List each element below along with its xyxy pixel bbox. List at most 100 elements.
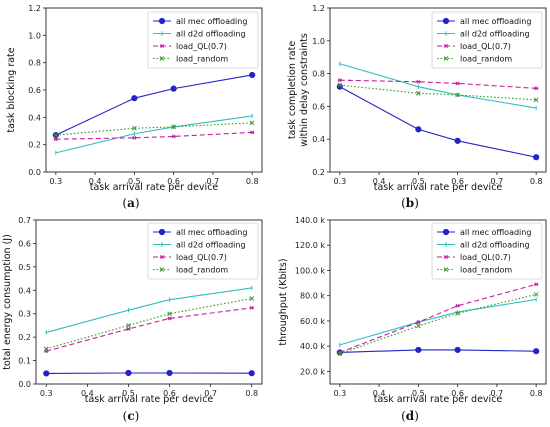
series-mec: [43, 369, 255, 377]
data-point-mec: [454, 137, 461, 144]
x-tick-label: 0.4: [81, 389, 94, 398]
data-point-random: [132, 125, 137, 131]
legend-marker: [159, 44, 165, 48]
series-line-d2d: [46, 287, 252, 333]
y-tick-label: 0.6: [28, 86, 41, 95]
series-line-ql: [339, 283, 537, 353]
legend-marker: [158, 17, 166, 25]
legend-entry-ql: load_QL(0.7): [153, 42, 227, 51]
legend-label: load_QL(0.7): [176, 253, 227, 262]
x-tick-label: 0.3: [49, 177, 62, 186]
series-ql: [53, 130, 255, 142]
legend-entry-random: load_random: [437, 266, 512, 275]
y-tick-label: 0.6: [312, 102, 325, 111]
legend-label: load_QL(0.7): [460, 42, 511, 51]
chart-panel-1: 0.3 0.4 0.5 0.6 0.7 0.8 0.0 0.2 0.4 0.6 0.8 1.0 1.2 t…: [6, 4, 263, 210]
x-tick-label: 0.5: [122, 389, 135, 398]
y-tick-label: 120.0 k: [295, 241, 325, 250]
data-point-ql: [416, 79, 421, 84]
data-point-random: [167, 311, 172, 317]
series-line-mec: [339, 86, 537, 158]
series-d2d: [45, 285, 253, 335]
data-point-ql: [53, 137, 59, 142]
legend-entry-d2d: all d2d offloading: [153, 30, 246, 39]
series-line-mec: [339, 349, 537, 354]
data-point-mec: [43, 370, 50, 377]
data-point-ql: [533, 282, 539, 287]
data-point-mec: [170, 85, 177, 92]
x-tick-label: 0.8: [530, 177, 543, 186]
legend-marker: [443, 255, 449, 259]
y-tick-label: 100.0 k: [295, 266, 325, 275]
series-line-d2d: [339, 298, 537, 346]
data-point-ql: [126, 326, 131, 331]
data-point-ql: [455, 303, 460, 308]
legend-label: all d2d offloading: [176, 241, 246, 250]
legend-label: load_random: [176, 266, 228, 275]
data-point-ql: [132, 135, 137, 140]
data-point-random: [171, 124, 176, 130]
data-point-mec: [415, 346, 422, 354]
y-tick-label: 1.2: [312, 4, 325, 13]
y-tick-label: 0.4: [28, 113, 41, 122]
series-line-mec: [55, 74, 253, 136]
y-tick-label: 40.0 k: [300, 342, 325, 351]
data-point-mec: [533, 154, 540, 161]
y-tick-label: 0.2: [28, 141, 41, 150]
legend-label: load_QL(0.7): [176, 42, 227, 51]
x-tick-label: 0.7: [491, 177, 504, 186]
series-ql: [44, 305, 254, 354]
data-point-ql: [533, 86, 539, 91]
y-tick-label: 20.0 k: [300, 367, 325, 376]
data-point-ql: [249, 305, 254, 310]
data-point-ql: [416, 320, 421, 325]
x-axis-label: task arrival rate per device: [374, 182, 503, 193]
legend-marker: [443, 56, 449, 61]
series-mec: [52, 71, 256, 139]
data-point-mec: [533, 348, 540, 355]
chart-panel-2: 0.3 0.4 0.5 0.6 0.7 0.8 0.2 0.4 0.6 0.8 1.0 1.2 task…: [287, 4, 547, 210]
legend-marker: [159, 255, 165, 259]
y-tick-label: 0.7: [18, 216, 31, 225]
x-tick-label: 0.6: [163, 389, 176, 398]
legend-label: all d2d offloading: [460, 241, 530, 250]
data-point-ql: [249, 130, 255, 135]
legend-marker: [443, 44, 449, 48]
data-point-random: [53, 132, 59, 138]
y-axis-label: throughput (Kbits): [278, 258, 289, 345]
legend-label: all mec offloading: [460, 17, 531, 26]
y-tick-label: 0.8: [28, 59, 41, 68]
y-tick-label: 0.4: [18, 286, 31, 295]
x-tick-label: 0.8: [246, 177, 259, 186]
y-tick-label: 80.0 k: [300, 292, 325, 301]
x-tick-label: 0.8: [245, 389, 258, 398]
data-point-random: [43, 346, 49, 352]
legend-entry-mec: all mec offloading: [153, 17, 247, 26]
y-tick-label: 0.2: [312, 168, 325, 177]
series-mec: [336, 83, 540, 161]
legend-marker: [158, 228, 166, 236]
legend-marker: [443, 267, 449, 272]
data-point-random: [416, 323, 421, 329]
series-random: [337, 292, 539, 357]
x-tick-label: 0.4: [373, 389, 386, 398]
legend-entry-random: load_random: [153, 266, 228, 275]
legend: all mec offloading all d2d offloading load…: [431, 222, 543, 280]
legend-label: all d2d offloading: [176, 30, 246, 39]
series-line-random: [46, 297, 252, 350]
y-tick-label: 1.0: [312, 37, 325, 46]
y-tick-label: 60.0 k: [300, 317, 325, 326]
y-tick-label: 0.1: [18, 357, 31, 366]
y-tick-label: 0.0: [18, 380, 31, 389]
x-tick-label: 0.7: [204, 389, 217, 398]
y-tick-label: 140.0 k: [295, 216, 325, 225]
series-line-random: [339, 84, 537, 101]
chart-panel-4: 0.3 0.4 0.5 0.6 0.7 0.8 20.0 k 40.0 k 60.0 k 80.0…: [278, 216, 547, 423]
y-tick-label: 0.4: [312, 135, 325, 144]
y-tick-label: 0.0: [28, 168, 41, 177]
series-random: [43, 296, 255, 352]
data-point-ql: [171, 134, 176, 139]
legend-entry-d2d: all d2d offloading: [437, 241, 530, 250]
series-line-ql: [55, 131, 253, 140]
legend-box: [147, 11, 259, 69]
